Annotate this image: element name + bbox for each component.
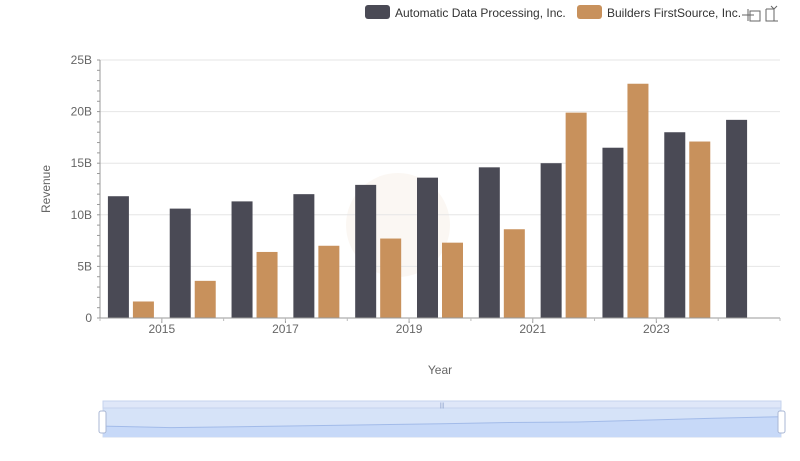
x-tick-label: 2023 [643,322,670,336]
bar-adp-2017[interactable] [293,194,315,318]
restore-icon[interactable] [765,5,778,22]
bar-bfs-2018[interactable] [380,238,402,318]
bar-adp-2018[interactable] [355,184,377,318]
x-tick-label: 2019 [396,322,423,336]
data-zoom-handle-right[interactable] [777,410,786,434]
zoom-icon[interactable] [742,9,761,22]
bar-bfs-2022[interactable] [627,83,649,319]
data-zoom-handle-left[interactable] [98,410,107,434]
bar-bfs-2014[interactable] [132,301,154,318]
bar-adp-2020[interactable] [478,167,500,318]
legend-label-adp: Automatic Data Processing, Inc. [395,6,566,20]
y-tick-label: 25B [71,53,92,67]
bar-adp-2019[interactable] [417,177,438,318]
y-tick-label: 10B [71,208,92,222]
x-axis: 2015 2017 2019 2021 2023 [99,317,781,336]
x-tick-label: 2021 [519,322,546,336]
bar-bfs-2017[interactable] [318,245,340,318]
bar-adp-2014[interactable] [107,196,129,318]
data-zoom-top-bar[interactable] [102,400,782,409]
legend: Automatic Data Processing, Inc. Builders… [365,5,741,20]
y-tick-label: 15B [71,156,92,170]
legend-label-bfs: Builders FirstSource, Inc. [607,6,741,20]
legend-item-adp[interactable]: Automatic Data Processing, Inc. [365,5,566,20]
bar-bfs-2023[interactable] [689,141,711,318]
bar-adp-2023[interactable] [664,132,686,318]
data-zoom-preview-line [102,416,782,429]
bar-bfs-2021[interactable] [565,112,587,319]
y-axis: 0 5B 10B 15B 20B 25B [71,53,101,325]
x-tick-label: 2017 [272,322,299,336]
legend-swatch-bfs [577,5,602,19]
x-tick-label: 2015 [148,322,175,336]
bar-bfs-2016[interactable] [256,251,278,318]
bars [107,83,748,319]
legend-swatch-adp [365,5,390,19]
data-zoom-selected-range[interactable] [103,407,781,437]
bar-adp-2022[interactable] [602,147,624,318]
bar-bfs-2019[interactable] [442,242,463,318]
data-zoom-drag-glyph[interactable]: ||| [440,403,445,409]
x-axis-title: Year [428,363,452,377]
bar-adp-2016[interactable] [231,201,253,318]
legend-item-bfs[interactable]: Builders FirstSource, Inc. [577,5,741,20]
y-tick-label: 20B [71,105,92,119]
y-tick-label: 0 [85,311,92,325]
bar-adp-2024[interactable] [726,119,748,318]
bar-bfs-2015[interactable] [194,280,216,318]
y-tick-label: 5B [77,259,92,273]
data-zoom-slider[interactable]: ||| [98,400,786,438]
bar-bfs-2020[interactable] [503,229,525,318]
data-zoom-preview-area [103,416,781,437]
y-axis-title: Revenue [39,165,53,213]
bar-adp-2015[interactable] [169,208,191,318]
bar-adp-2021[interactable] [540,163,562,318]
